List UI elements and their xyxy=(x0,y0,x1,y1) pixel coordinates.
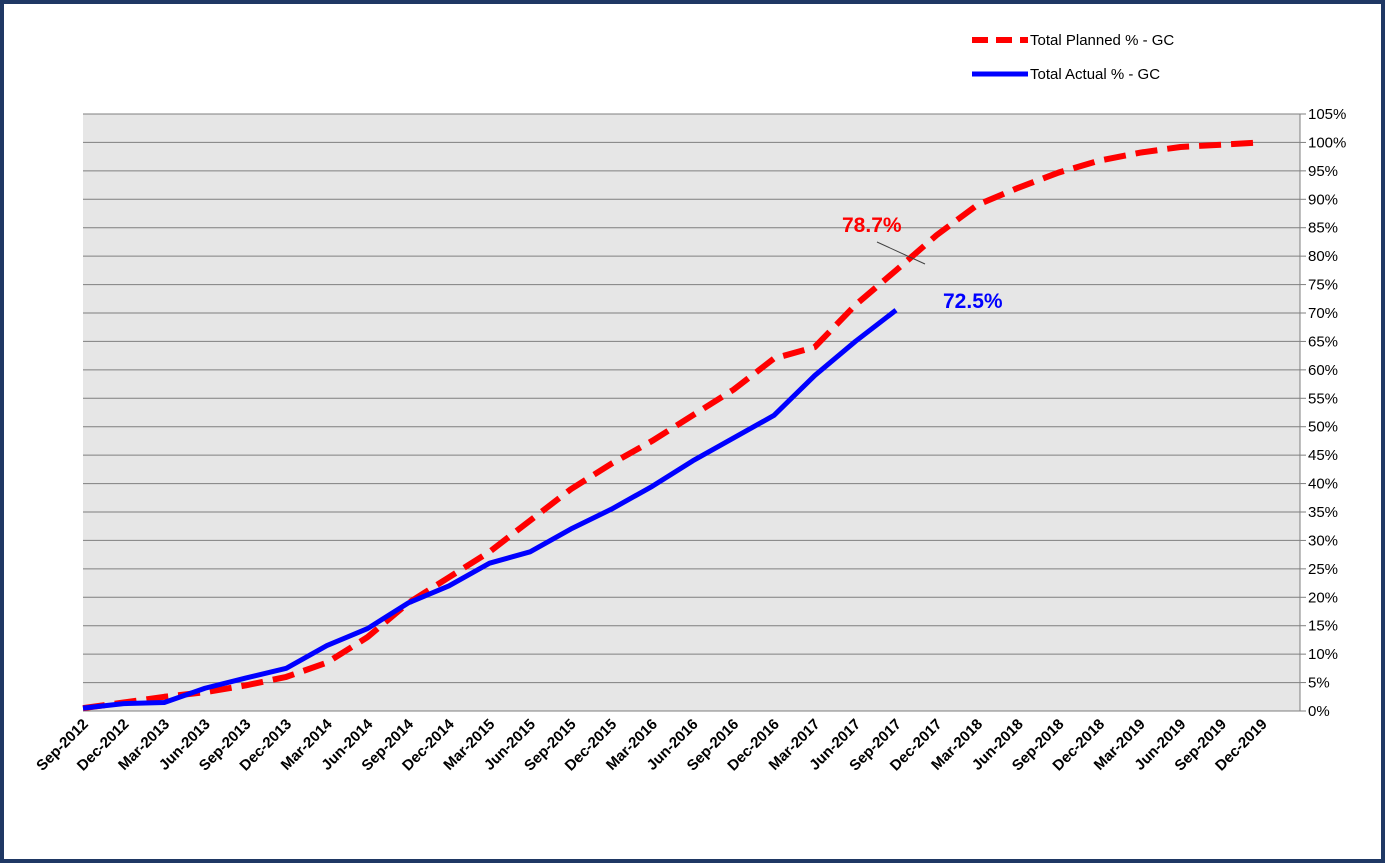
legend-label: Total Actual % - GC xyxy=(1030,66,1160,83)
y-tick-label: 60% xyxy=(1308,362,1338,379)
annotation: 78.7% xyxy=(842,214,902,237)
y-tick-label: 70% xyxy=(1308,305,1338,322)
y-tick-label: 25% xyxy=(1308,561,1338,578)
y-tick-label: 90% xyxy=(1308,191,1338,208)
y-tick-label: 20% xyxy=(1308,589,1338,606)
annotation-leader xyxy=(876,241,926,265)
y-tick-label: 65% xyxy=(1308,333,1338,350)
plot-area xyxy=(83,114,1300,711)
y-tick-label: 80% xyxy=(1308,248,1338,265)
y-tick-label: 10% xyxy=(1308,646,1338,663)
y-tick-label: 30% xyxy=(1308,532,1338,549)
y-tick-label: 0% xyxy=(1308,703,1330,720)
legend-label: Total Planned % - GC xyxy=(1030,32,1174,49)
y-tick-label: 100% xyxy=(1308,134,1346,151)
series-line xyxy=(82,308,898,711)
y-tick-label: 40% xyxy=(1308,476,1338,493)
y-tick-label: 85% xyxy=(1308,220,1338,237)
y-tick-label: 35% xyxy=(1308,504,1338,521)
y-tick-label: 50% xyxy=(1308,419,1338,436)
y-tick-label: 55% xyxy=(1308,390,1338,407)
y-tick-label: 95% xyxy=(1308,163,1338,180)
y-tick-label: 75% xyxy=(1308,277,1338,294)
y-tick-label: 105% xyxy=(1308,106,1346,123)
annotation: 72.5% xyxy=(943,290,1003,313)
y-tick-label: 5% xyxy=(1308,675,1330,692)
series-line xyxy=(82,139,1263,712)
y-tick-label: 15% xyxy=(1308,618,1338,635)
y-tick-label: 45% xyxy=(1308,447,1338,464)
